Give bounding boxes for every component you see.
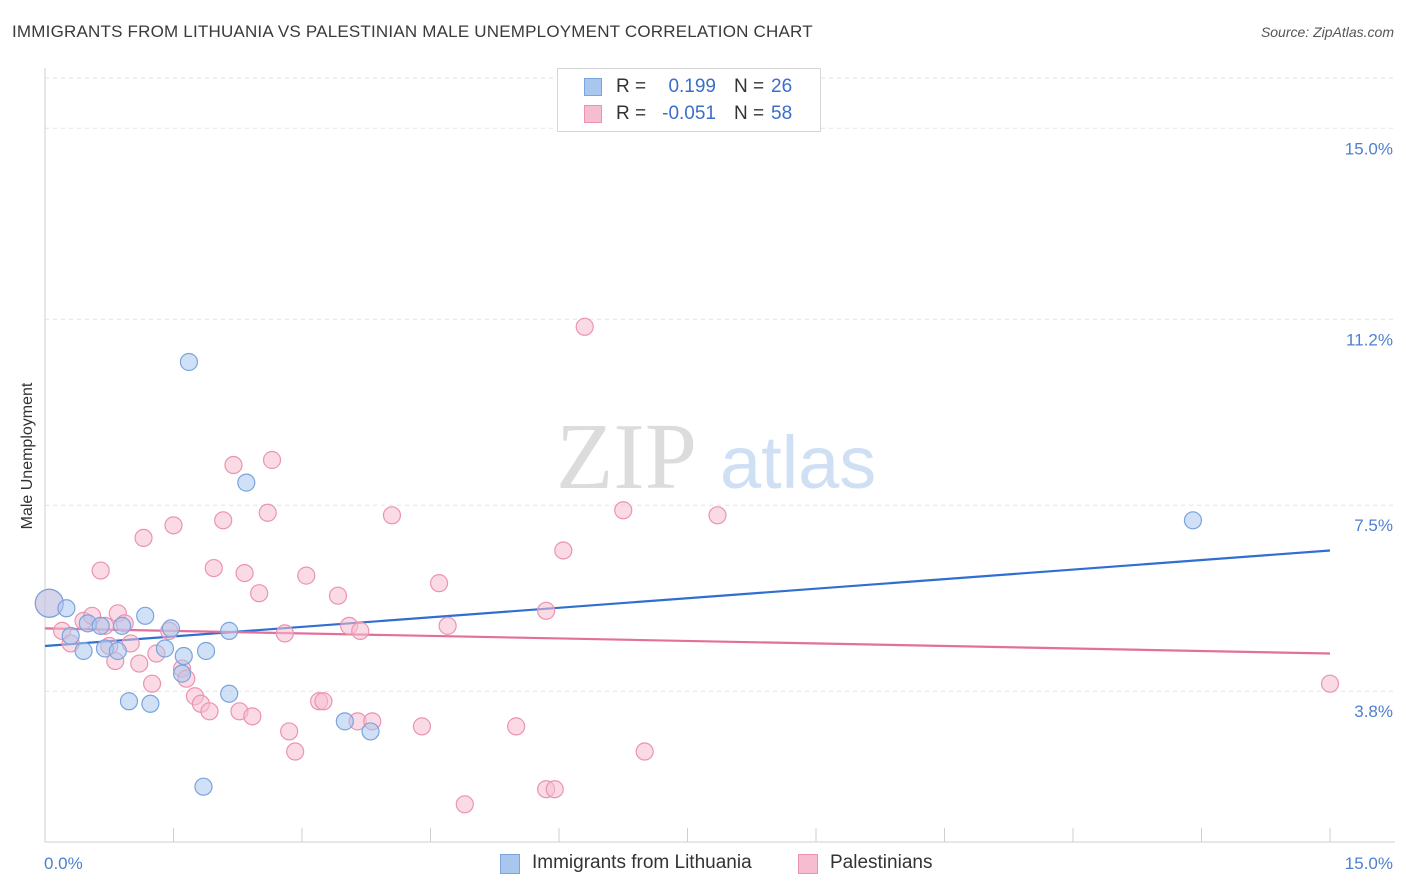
series-legend: Immigrants from Lithuania Palestinians	[0, 852, 1406, 878]
lithuania-point	[335, 712, 354, 731]
lithuania-point	[1183, 511, 1203, 530]
palestinian-point	[130, 654, 149, 673]
palestinian-point	[235, 563, 254, 583]
legend-label: Palestinians	[830, 852, 933, 873]
palestinian-point	[438, 616, 457, 635]
palestinian-point	[412, 717, 432, 736]
lithuania-point	[119, 692, 139, 711]
lithuania-point	[220, 621, 239, 640]
lithuania-point	[74, 641, 93, 661]
palestinian-point	[455, 795, 474, 814]
palestinian-point	[224, 455, 243, 475]
palestinian-point	[91, 561, 110, 580]
palestinian-point	[314, 692, 333, 711]
lithuania-point	[220, 684, 239, 703]
legend-r-label: R =	[616, 76, 647, 97]
palestinian-point	[134, 528, 153, 548]
palestinian-point	[243, 707, 262, 726]
palestinian-point	[1320, 674, 1340, 693]
y-tick-label: 11.2%	[1346, 330, 1393, 349]
chart-title: IMMIGRANTS FROM LITHUANIA VS PALESTINIAN…	[12, 22, 813, 41]
lithuania-point	[57, 599, 76, 618]
lithuania-point	[91, 616, 110, 635]
lithuania-point	[161, 619, 181, 638]
legend-n-value: 26	[771, 76, 793, 97]
y-tick-label: 7.5%	[1354, 516, 1393, 535]
lithuania-point	[172, 664, 192, 683]
lithuania-point	[61, 626, 80, 646]
palestinian-point	[262, 450, 282, 470]
palestinian-point	[429, 574, 449, 593]
legend-swatch-blue	[500, 854, 520, 874]
legend-swatch-blue	[584, 78, 602, 96]
lithuania-point	[108, 641, 127, 661]
palestinian-point	[258, 503, 277, 522]
legend-label: Immigrants from Lithuania	[532, 852, 752, 873]
palestinian-point	[200, 702, 219, 721]
lithuania-point	[112, 616, 132, 635]
lithuania-point	[141, 694, 160, 713]
lithuania-trend-line	[44, 549, 1331, 648]
legend-r-value: -0.051	[662, 103, 716, 124]
watermark-atlas: atlas	[720, 421, 876, 504]
lithuania-point	[174, 646, 193, 666]
palestinian-point	[382, 506, 402, 525]
palestinian-point	[275, 624, 294, 643]
palestinian-point	[614, 501, 633, 520]
legend-r-value: 0.199	[668, 76, 716, 97]
correlation-legend: R = 0.199 N = 26 R = -0.051 N = 58	[557, 68, 821, 132]
palestinian-point	[280, 722, 299, 741]
legend-swatch-pink	[798, 854, 818, 874]
legend-n-label: N =	[734, 76, 765, 97]
palestinian-point	[142, 674, 162, 693]
source-credit: Source: ZipAtlas.com	[1260, 24, 1394, 40]
palestinian-point	[635, 742, 654, 761]
palestinian-point	[351, 621, 370, 640]
y-tick-label: 3.8%	[1354, 702, 1393, 721]
lithuania-point	[361, 722, 380, 741]
palestinian-point	[328, 586, 348, 605]
palestinian-point	[708, 506, 727, 525]
palestinian-point	[545, 780, 564, 799]
palestinian-point	[297, 566, 316, 585]
legend-n-label: N =	[734, 103, 765, 124]
palestinian-point	[204, 558, 223, 578]
palestinian-point	[537, 601, 556, 620]
watermark-zip: ZIP	[556, 405, 697, 509]
lithuania-point	[196, 641, 216, 661]
palestinian-point	[250, 584, 269, 603]
y-tick-label: 15.0%	[1345, 139, 1393, 158]
palestinian-point	[214, 511, 233, 530]
legend-row-lithuania: R = 0.199 N = 26	[558, 74, 820, 100]
palestinian-point	[286, 742, 305, 761]
palestinian-trend-line	[44, 627, 1331, 655]
lithuania-point	[155, 639, 175, 658]
lithuania-point	[194, 777, 213, 796]
legend-r-label: R =	[616, 103, 647, 124]
lithuania-point	[179, 352, 199, 372]
legend-row-palestinians: R = -0.051 N = 58	[558, 101, 820, 127]
legend-n-value: 58	[771, 103, 793, 124]
palestinian-point	[575, 317, 594, 336]
legend-swatch-pink	[584, 105, 602, 123]
palestinian-point	[164, 516, 183, 535]
x-tick-label: 0.0%	[44, 854, 83, 873]
lithuania-point	[237, 473, 256, 492]
lithuania-point	[136, 606, 155, 625]
palestinian-point	[554, 541, 573, 560]
x-tick-label: 15.0%	[1345, 854, 1393, 873]
palestinian-point	[507, 717, 526, 736]
